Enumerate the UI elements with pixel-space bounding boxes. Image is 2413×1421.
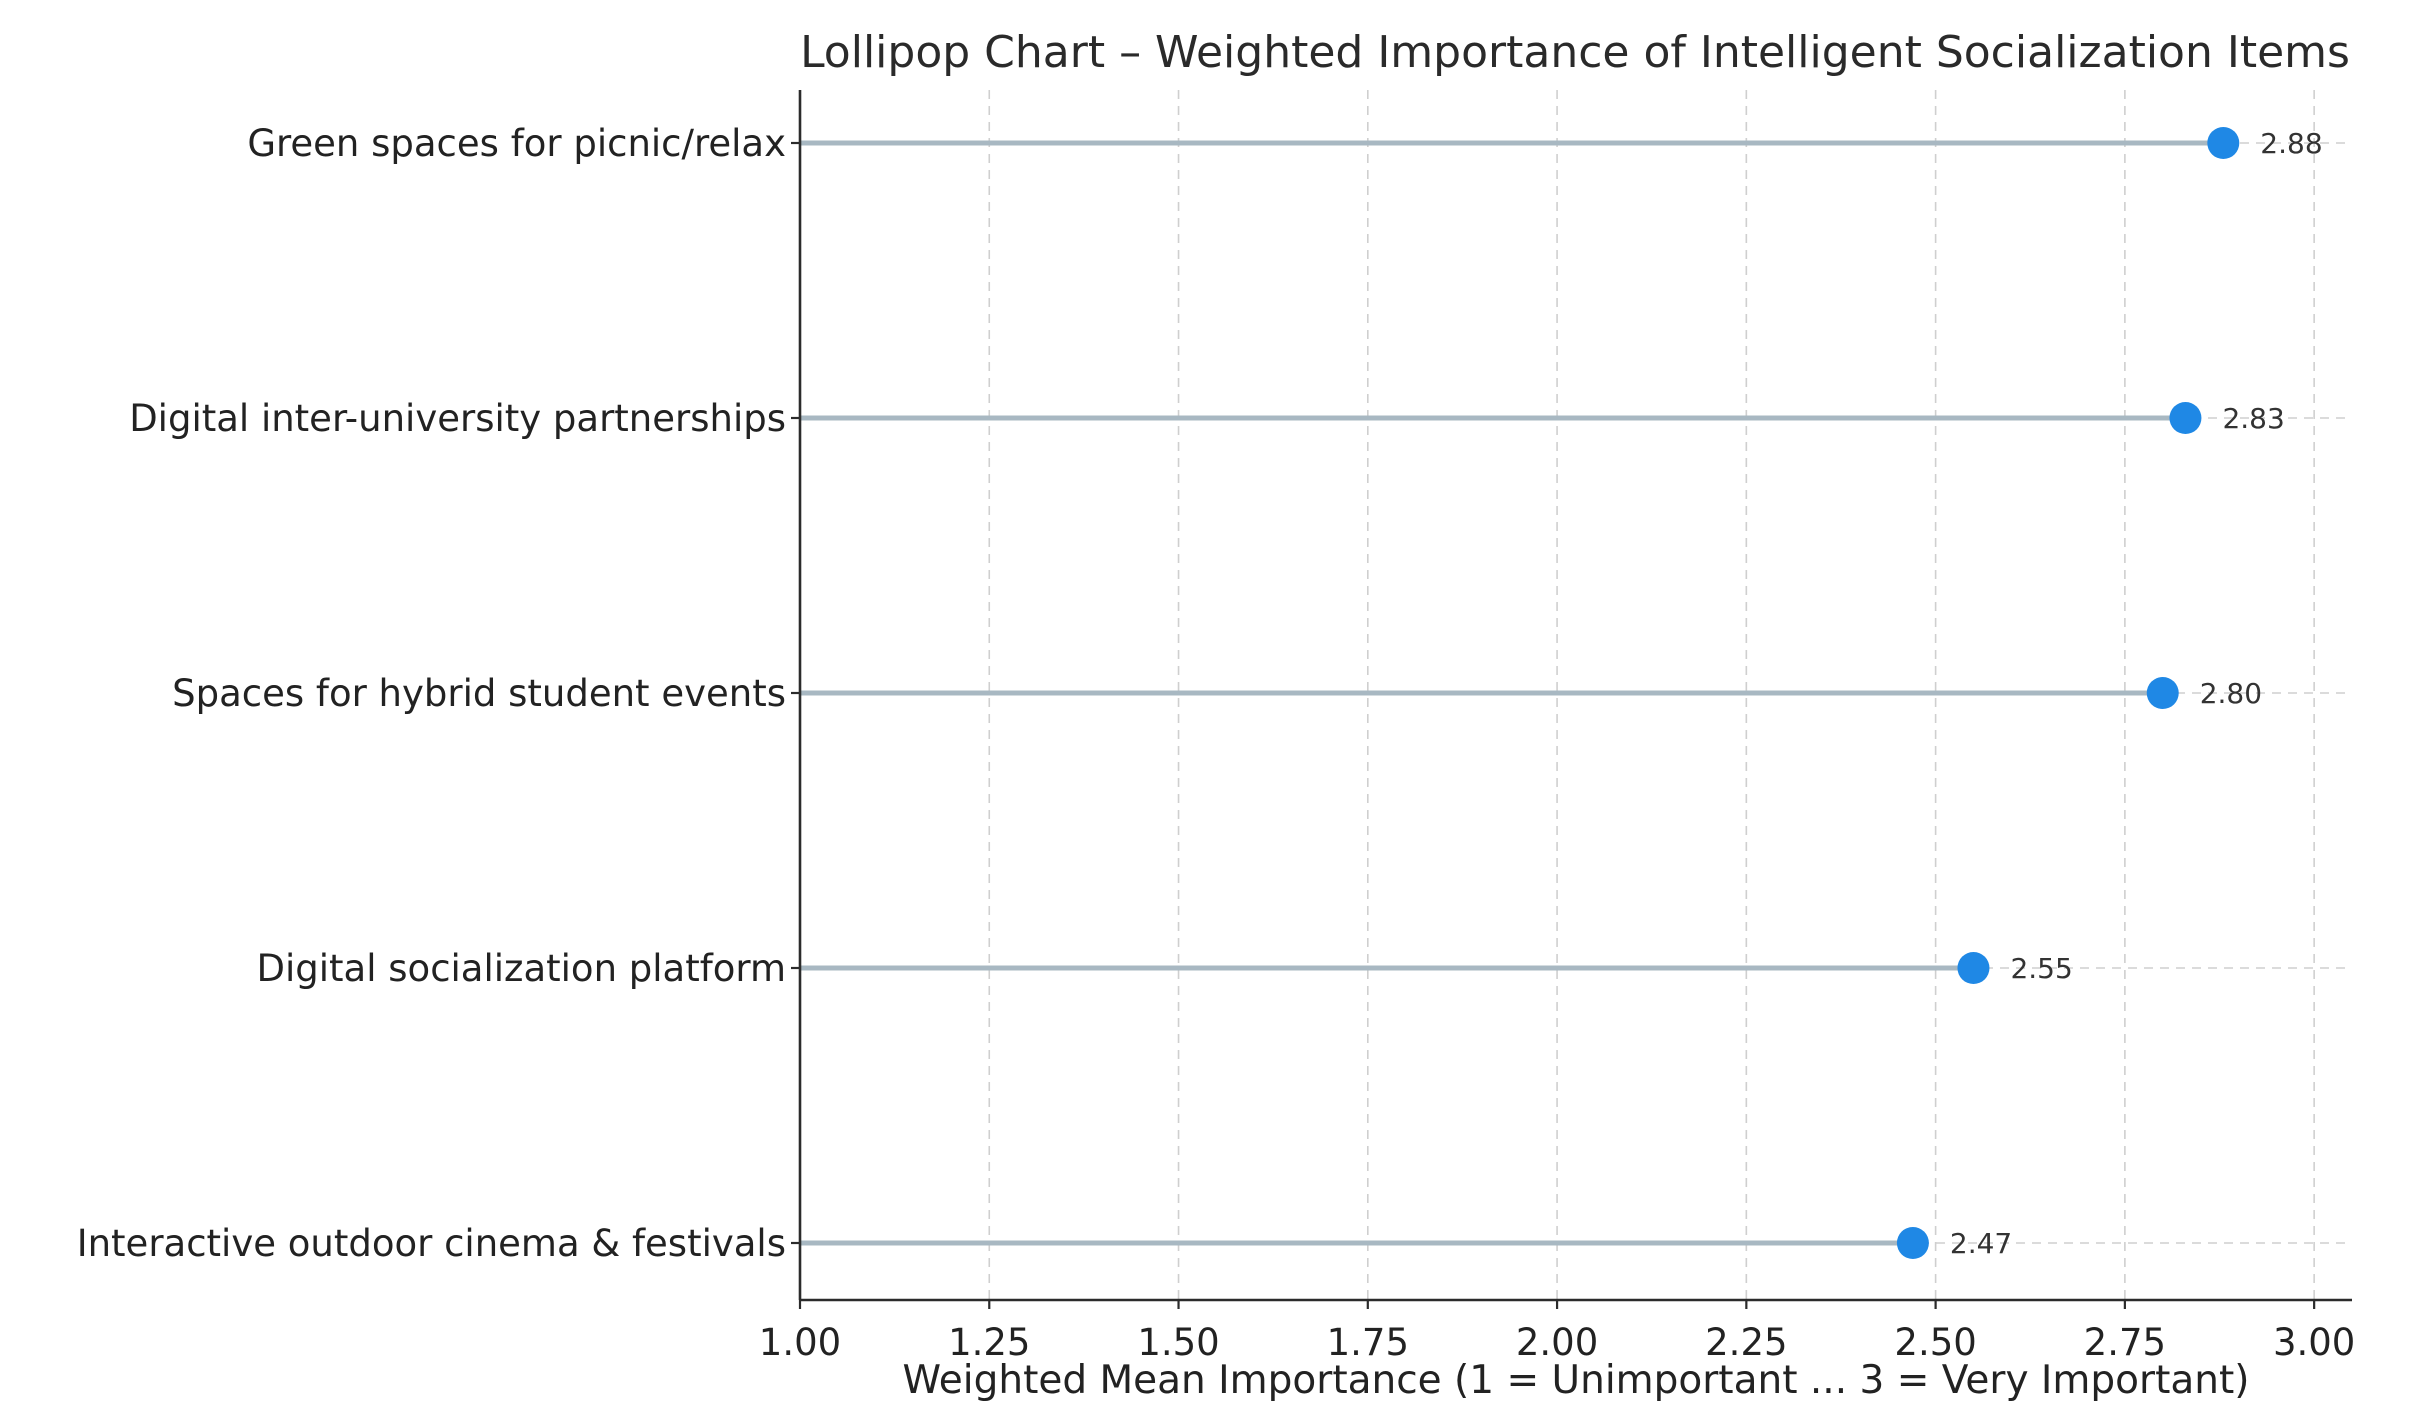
lollipop-marker [2146,677,2179,709]
y-tick-label: Digital inter-university partnerships [129,397,786,440]
chart-title: Lollipop Chart – Weighted Importance of … [800,27,2350,78]
y-axis-ticks: Green spaces for picnic/relax Digital int… [77,122,800,1265]
x-tick-label: 1.75 [1327,1321,1409,1364]
x-tick-label: 1.50 [1137,1321,1219,1364]
y-tick-label: Interactive outdoor cinema & festivals [77,1222,786,1265]
value-label: 2.55 [2010,952,2072,985]
x-tick-label: 2.75 [2084,1321,2166,1364]
lollipop-marker [1957,952,1990,984]
x-tick-label: 2.50 [1894,1321,1976,1364]
x-tick-label: 2.25 [1705,1321,1787,1364]
lollipop-marker [2207,127,2240,159]
x-tick-label: 1.00 [759,1321,841,1364]
y-tick-label: Spaces for hybrid student events [172,672,786,715]
x-axis-ticks: 1.00 1.25 1.50 1.75 2.00 2.25 2.50 2.75 3.00 [759,1300,2355,1364]
lollipop-markers [1896,127,2240,1259]
lollipop-stems [800,140,2224,1246]
y-tick-label: Green spaces for picnic/relax [247,122,786,165]
value-label: 2.47 [1950,1227,2012,1260]
y-tick-label: Digital socialization platform [257,947,786,990]
lollipop-marker [1896,1227,1929,1259]
lollipop-marker [2169,402,2202,434]
x-axis-label: Weighted Mean Importance (1 = Unimportan… [903,1358,2250,1403]
grid-lines [988,90,2315,1300]
x-tick-label: 1.25 [948,1321,1030,1364]
axes [798,90,2352,1302]
value-label: 2.88 [2260,127,2322,160]
x-tick-label: 3.00 [2273,1321,2355,1364]
x-tick-label: 2.00 [1516,1321,1598,1364]
value-label: 2.83 [2222,402,2284,435]
value-labels: 2.88 2.83 2.80 2.55 2.47 [1950,127,2323,1260]
value-label: 2.80 [2200,677,2262,710]
